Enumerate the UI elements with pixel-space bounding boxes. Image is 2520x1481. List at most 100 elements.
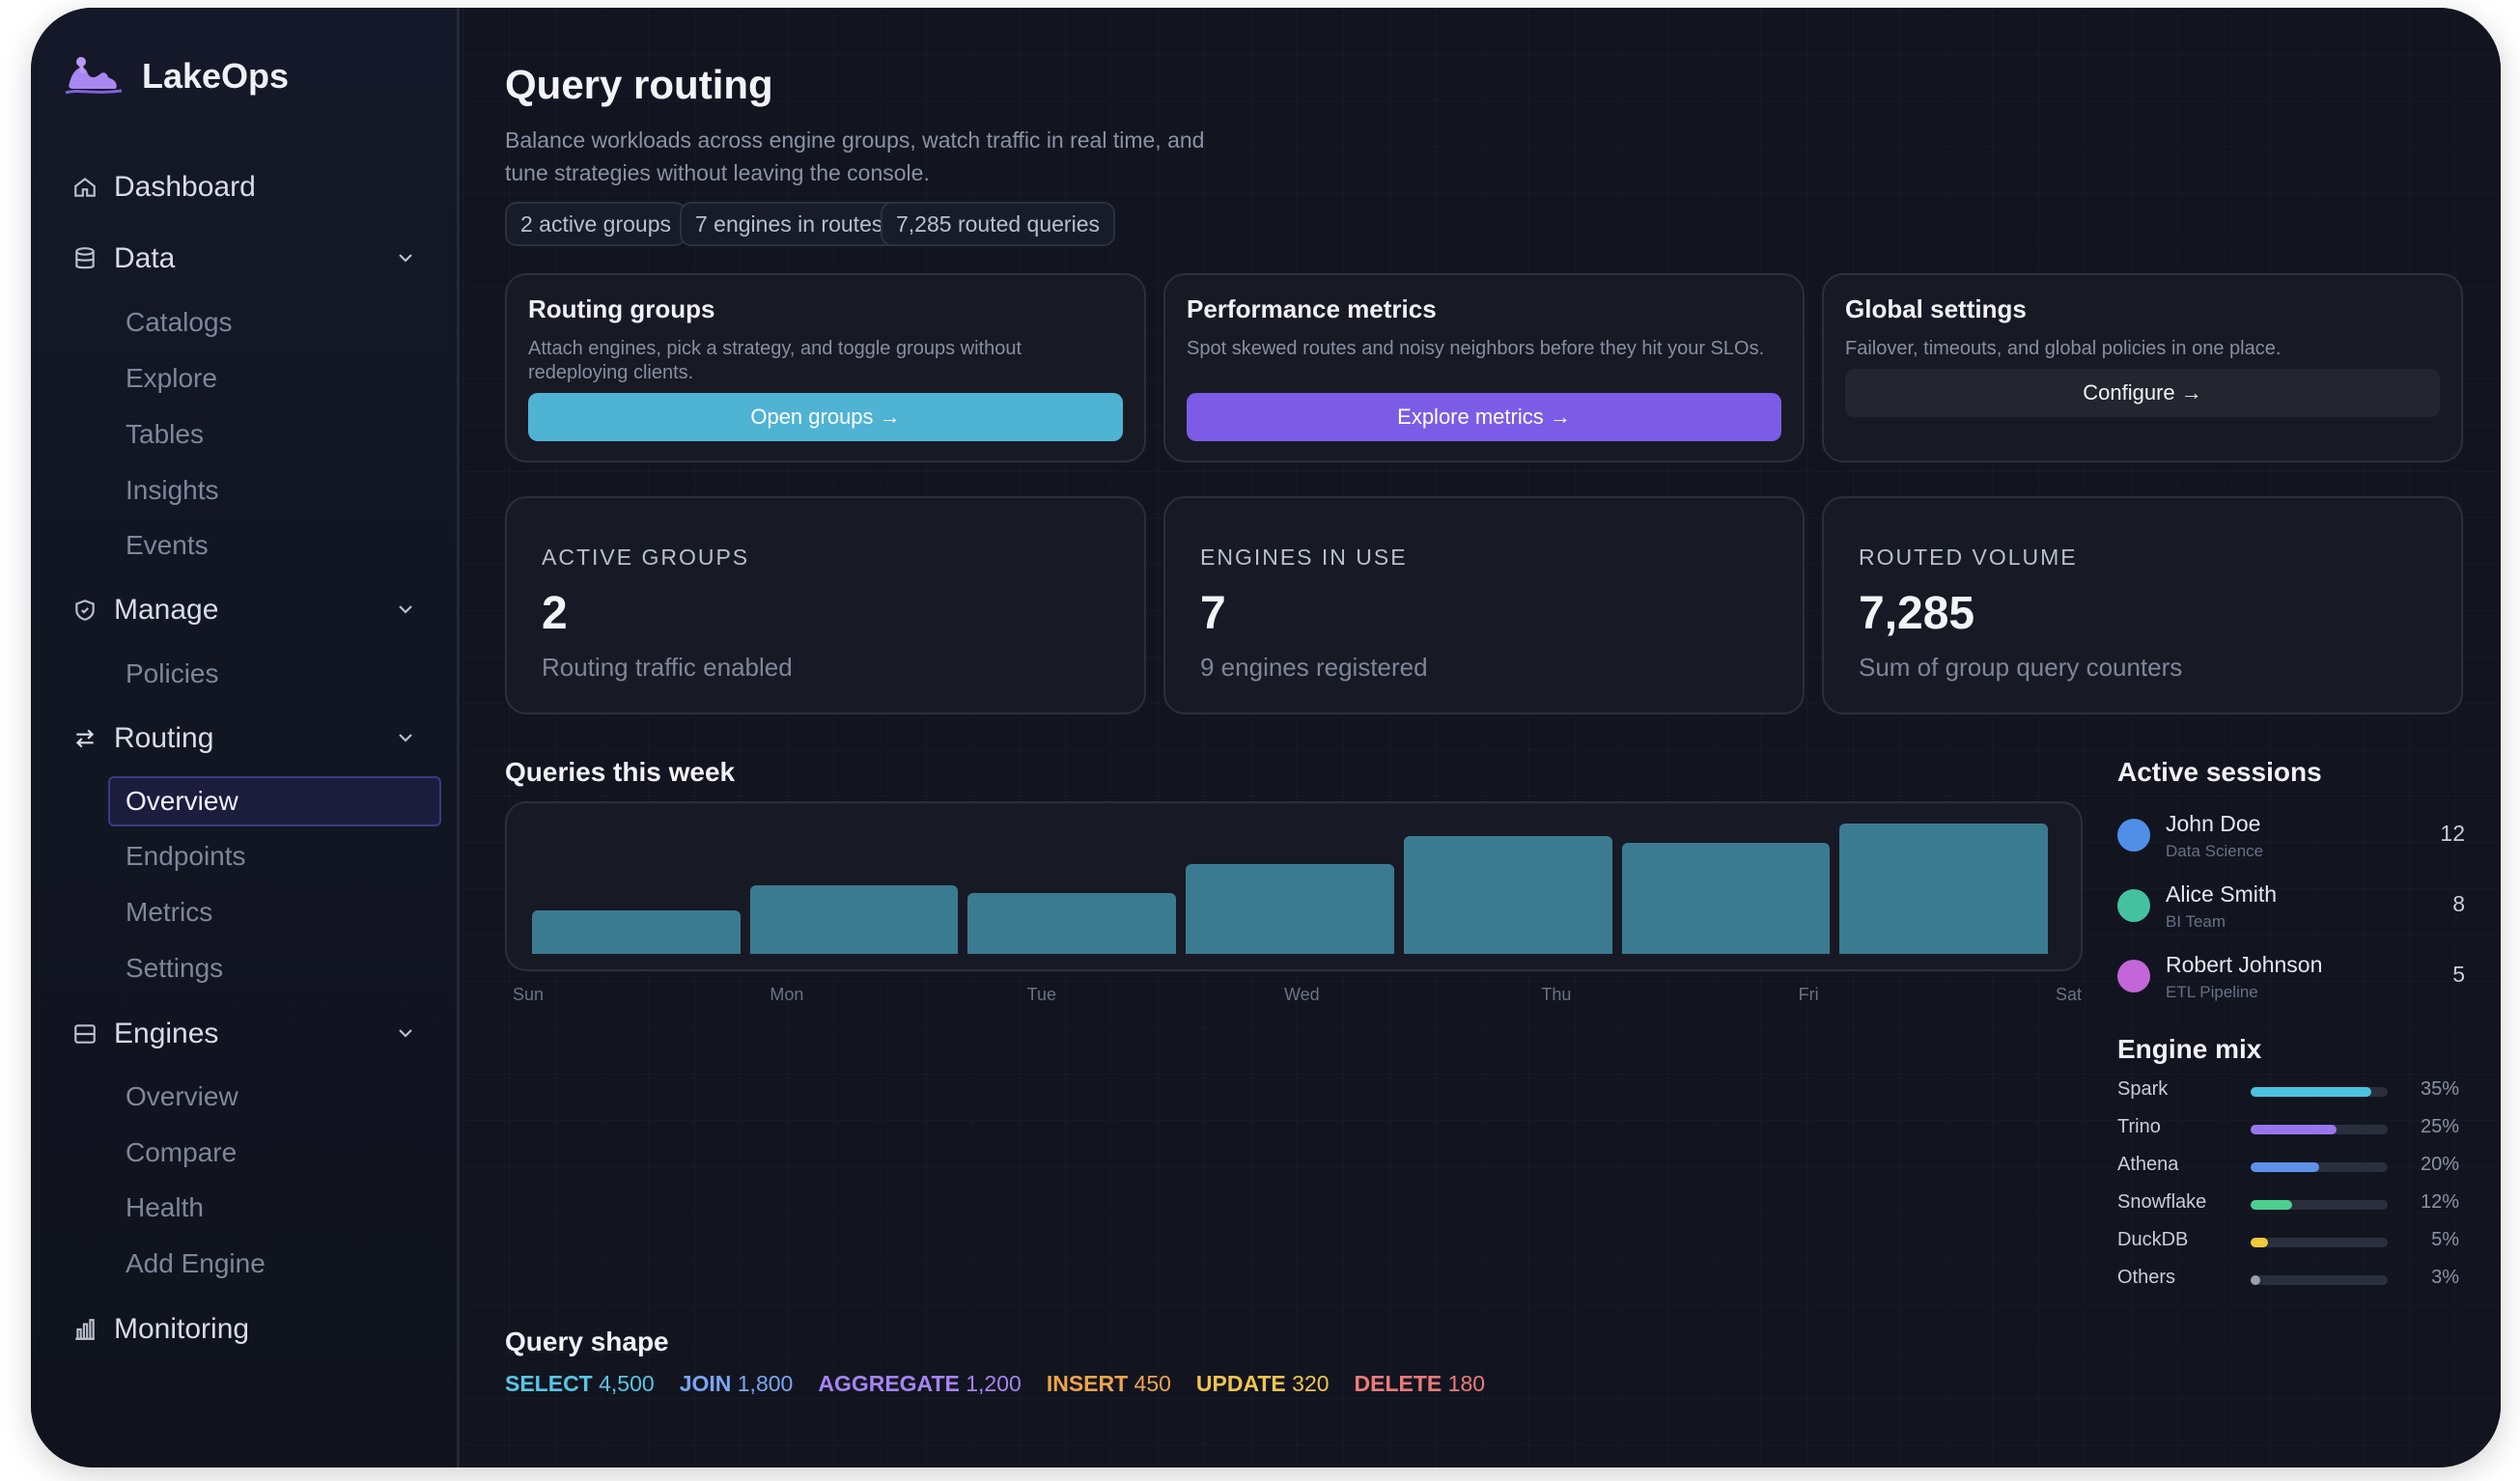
x-tick-label: Wed xyxy=(1284,985,1320,1004)
nav-routing-label: Routing xyxy=(114,722,214,754)
session-user: Robert Johnson xyxy=(2166,952,2323,977)
sidebar-item-endpoints[interactable]: Endpoints xyxy=(126,841,246,871)
engine-share-pct: 5% xyxy=(2431,1229,2459,1250)
chart-bar-sun xyxy=(532,910,741,954)
engine-share-pct: 25% xyxy=(2420,1116,2459,1137)
page-title: Query routing xyxy=(505,62,773,107)
nav-manage-label: Manage xyxy=(114,594,219,626)
chip-active-groups: 2 active groups xyxy=(505,202,686,246)
chevron-down-icon xyxy=(399,734,412,742)
avatar xyxy=(2117,819,2150,852)
x-tick-label: Mon xyxy=(770,985,804,1004)
session-count: 12 xyxy=(2440,821,2465,846)
nav-monitoring-label: Monitoring xyxy=(114,1313,250,1345)
x-tick-label: Sun xyxy=(513,985,545,1004)
chip-engines-in-routes: 7 engines in routes xyxy=(680,202,899,246)
nav-engines[interactable]: Engines xyxy=(70,1008,436,1060)
engine-share-track xyxy=(2251,1087,2388,1097)
nav-routing[interactable]: Routing xyxy=(70,713,436,765)
stat-routed-volume: ROUTED VOLUME 7,285 Sum of group query c… xyxy=(1822,496,2463,714)
chart-bar-fri xyxy=(1621,843,1831,954)
nav-data-label: Data xyxy=(114,242,176,274)
avatar xyxy=(2117,889,2150,922)
nav-manage[interactable]: Manage xyxy=(70,584,436,636)
sidebar-item-catalogs[interactable]: Catalogs xyxy=(126,307,233,337)
shape-update: UPDATE 320 xyxy=(1195,1371,1330,1396)
sidebar-item-settings[interactable]: Settings xyxy=(126,953,224,983)
sidebar-item-health[interactable]: Health xyxy=(126,1192,204,1222)
sidebar-item-insights[interactable]: Insights xyxy=(126,475,219,505)
nav-dashboard[interactable]: Dashboard xyxy=(70,161,436,213)
chip-routed-queries: 7,285 routed queries xyxy=(881,202,1115,246)
stat-subtext: Routing traffic enabled xyxy=(542,653,793,682)
session-row[interactable]: Alice Smith BI Team 8 xyxy=(2117,881,2465,941)
sidebar: LakeOps Dashboard Data Catalogs Explore … xyxy=(31,8,460,1467)
home-icon xyxy=(70,172,100,203)
engine-share-track xyxy=(2251,1238,2388,1247)
shape-delete: DELETE 180 xyxy=(1354,1371,1486,1396)
engine-share-bar xyxy=(2251,1125,2338,1134)
sidebar-item-policies[interactable]: Policies xyxy=(126,658,219,688)
stat-value: 7 xyxy=(1200,588,1226,639)
stat-value: 7,285 xyxy=(1859,588,1975,639)
stat-label: ACTIVE GROUPS xyxy=(542,545,750,570)
stat-value: 2 xyxy=(542,588,568,639)
app-window: LakeOps Dashboard Data Catalogs Explore … xyxy=(31,8,2501,1467)
session-team: Data Science xyxy=(2166,842,2264,860)
sidebar-item-metrics[interactable]: Metrics xyxy=(126,897,213,927)
card-global-settings: Global settings Failover, timeouts, and … xyxy=(1822,273,2463,462)
stat-label: ENGINES IN USE xyxy=(1200,545,1408,570)
engine-mix-row: Others 3% xyxy=(2117,1265,2459,1294)
sidebar-item-compare[interactable]: Compare xyxy=(126,1137,238,1167)
card-description: Failover, timeouts, and global policies … xyxy=(1845,338,2282,359)
session-count: 5 xyxy=(2452,962,2465,987)
x-tick-label: Thu xyxy=(1541,985,1572,1004)
session-row[interactable]: Robert Johnson ETL Pipeline 5 xyxy=(2117,952,2465,1012)
nav-monitoring[interactable]: Monitoring xyxy=(70,1303,436,1355)
database-icon xyxy=(70,243,100,274)
shape-insert: INSERT 450 xyxy=(1046,1371,1171,1396)
chart-bar-sat xyxy=(1839,823,2048,954)
engine-mix-row: Snowflake 12% xyxy=(2117,1189,2459,1218)
stat-subtext: Sum of group query counters xyxy=(1859,653,2183,682)
chart-bar-wed xyxy=(1186,863,1394,954)
engine-mix-row: Spark 35% xyxy=(2117,1076,2459,1105)
engine-name: Snowflake xyxy=(2117,1191,2207,1213)
query-shape-title: Query shape xyxy=(505,1327,669,1356)
explore-metrics-button[interactable]: Explore metrics → xyxy=(1187,393,1781,441)
engine-share-bar xyxy=(2251,1238,2269,1247)
sidebar-item-events[interactable]: Events xyxy=(126,530,209,560)
chart-bar-thu xyxy=(1403,835,1612,954)
bar-chart-icon xyxy=(70,1314,100,1345)
open-groups-button[interactable]: Open groups → xyxy=(528,393,1123,441)
sidebar-item-explore[interactable]: Explore xyxy=(126,363,217,393)
shape-join: JOIN 1,800 xyxy=(679,1371,794,1396)
session-row[interactable]: John Doe Data Science 12 xyxy=(2117,811,2465,871)
sidebar-item-engines-overview[interactable]: Overview xyxy=(126,1081,238,1111)
card-title: Global settings xyxy=(1845,294,2027,323)
brand-name: LakeOps xyxy=(142,56,290,96)
engine-mix-row: DuckDB 5% xyxy=(2117,1227,2459,1256)
sidebar-item-routing-overview[interactable]: Overview xyxy=(108,776,441,826)
engine-mix-row: Athena 20% xyxy=(2117,1152,2459,1181)
sessions-title: Active sessions xyxy=(2117,757,2322,787)
nav-dashboard-label: Dashboard xyxy=(114,171,256,203)
nav-data[interactable]: Data xyxy=(70,233,436,285)
session-team: ETL Pipeline xyxy=(2166,983,2258,1001)
session-user: Alice Smith xyxy=(2166,881,2278,907)
shield-icon xyxy=(70,595,100,626)
engine-mix-title: Engine mix xyxy=(2117,1034,2262,1064)
server-icon xyxy=(70,1019,100,1049)
engine-mix-row: Trino 25% xyxy=(2117,1114,2459,1143)
configure-button[interactable]: Configure → xyxy=(1845,369,2440,417)
chart-bar-mon xyxy=(749,885,959,954)
sidebar-item-add-engine[interactable]: Add Engine xyxy=(126,1248,266,1278)
stat-active-groups: ACTIVE GROUPS 2 Routing traffic enabled xyxy=(505,496,1146,714)
sidebar-item-tables[interactable]: Tables xyxy=(126,419,204,449)
session-user: John Doe xyxy=(2166,811,2261,836)
card-title: Routing groups xyxy=(528,294,715,323)
main-content: Query routing Balance workloads across e… xyxy=(462,8,2501,1467)
shape-aggregate: AGGREGATE 1,200 xyxy=(818,1371,1022,1396)
engine-name: Athena xyxy=(2117,1154,2179,1175)
card-description: Spot skewed routes and noisy neighbors b… xyxy=(1187,338,1765,359)
